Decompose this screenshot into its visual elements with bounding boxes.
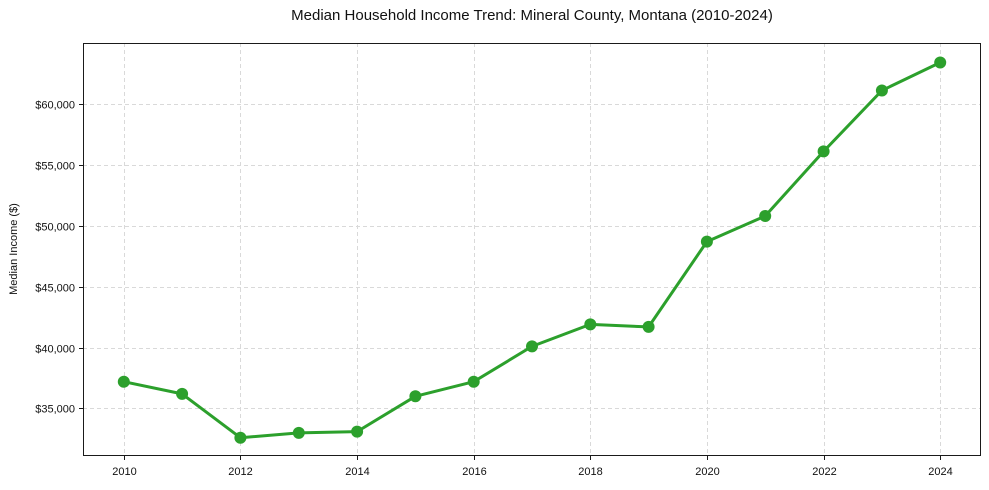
x-tick-label: 2012 bbox=[228, 466, 252, 478]
data-point bbox=[934, 56, 947, 69]
trend-line bbox=[122, 61, 942, 440]
plot-border bbox=[83, 43, 981, 456]
data-point bbox=[584, 318, 597, 331]
data-point bbox=[759, 210, 772, 222]
y-tick-label: $35,000 bbox=[35, 404, 75, 416]
data-point bbox=[642, 320, 655, 333]
chart-title: Median Household Income Trend: Mineral C… bbox=[291, 7, 773, 24]
data-point bbox=[351, 425, 364, 438]
y-tick-label: $40,000 bbox=[35, 344, 75, 356]
data-point bbox=[467, 375, 480, 388]
x-tick-label: 2014 bbox=[345, 466, 369, 478]
data-point bbox=[875, 84, 888, 97]
y-tick-label: $60,000 bbox=[35, 100, 75, 112]
data-point bbox=[292, 426, 305, 439]
x-tick-label: 2010 bbox=[112, 466, 136, 478]
x-tick-label: 2018 bbox=[578, 466, 602, 478]
y-tick-label: $55,000 bbox=[35, 161, 75, 173]
x-tick-label: 2022 bbox=[812, 466, 836, 478]
data-point bbox=[526, 340, 538, 353]
data-point bbox=[409, 390, 422, 403]
data-point bbox=[117, 375, 130, 388]
data-point bbox=[234, 431, 247, 444]
x-tick-label: 2020 bbox=[695, 466, 719, 478]
data-point bbox=[176, 387, 189, 400]
data-point bbox=[700, 235, 713, 248]
y-tick-label: $45,000 bbox=[35, 283, 75, 295]
y-tick-label: $50,000 bbox=[35, 222, 75, 234]
data-point bbox=[817, 145, 830, 158]
x-tick-label: 2016 bbox=[462, 466, 486, 478]
x-tick-label: 2024 bbox=[928, 466, 952, 478]
